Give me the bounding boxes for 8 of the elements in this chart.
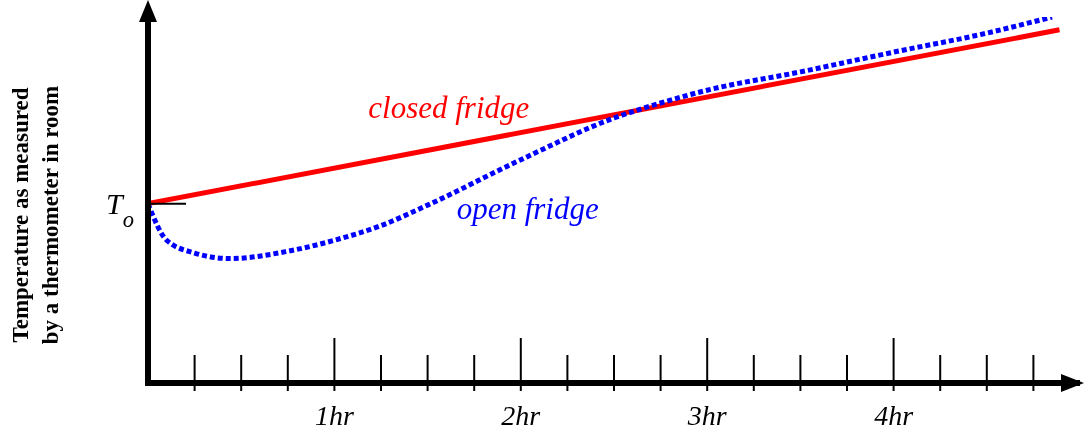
y-axis-title: Temperature as measured by a thermometer in room	[8, 85, 63, 345]
series-label: open fridge	[456, 190, 599, 226]
x-tick-label: 3hr	[686, 400, 727, 431]
x-tick-label: 1hr	[314, 400, 354, 431]
series-label: closed fridge	[368, 90, 530, 126]
x-tick-label: 4hr	[874, 400, 914, 431]
annotation: T$_{o}$	[106, 186, 134, 232]
x-tick-label: 2hr	[501, 400, 541, 431]
